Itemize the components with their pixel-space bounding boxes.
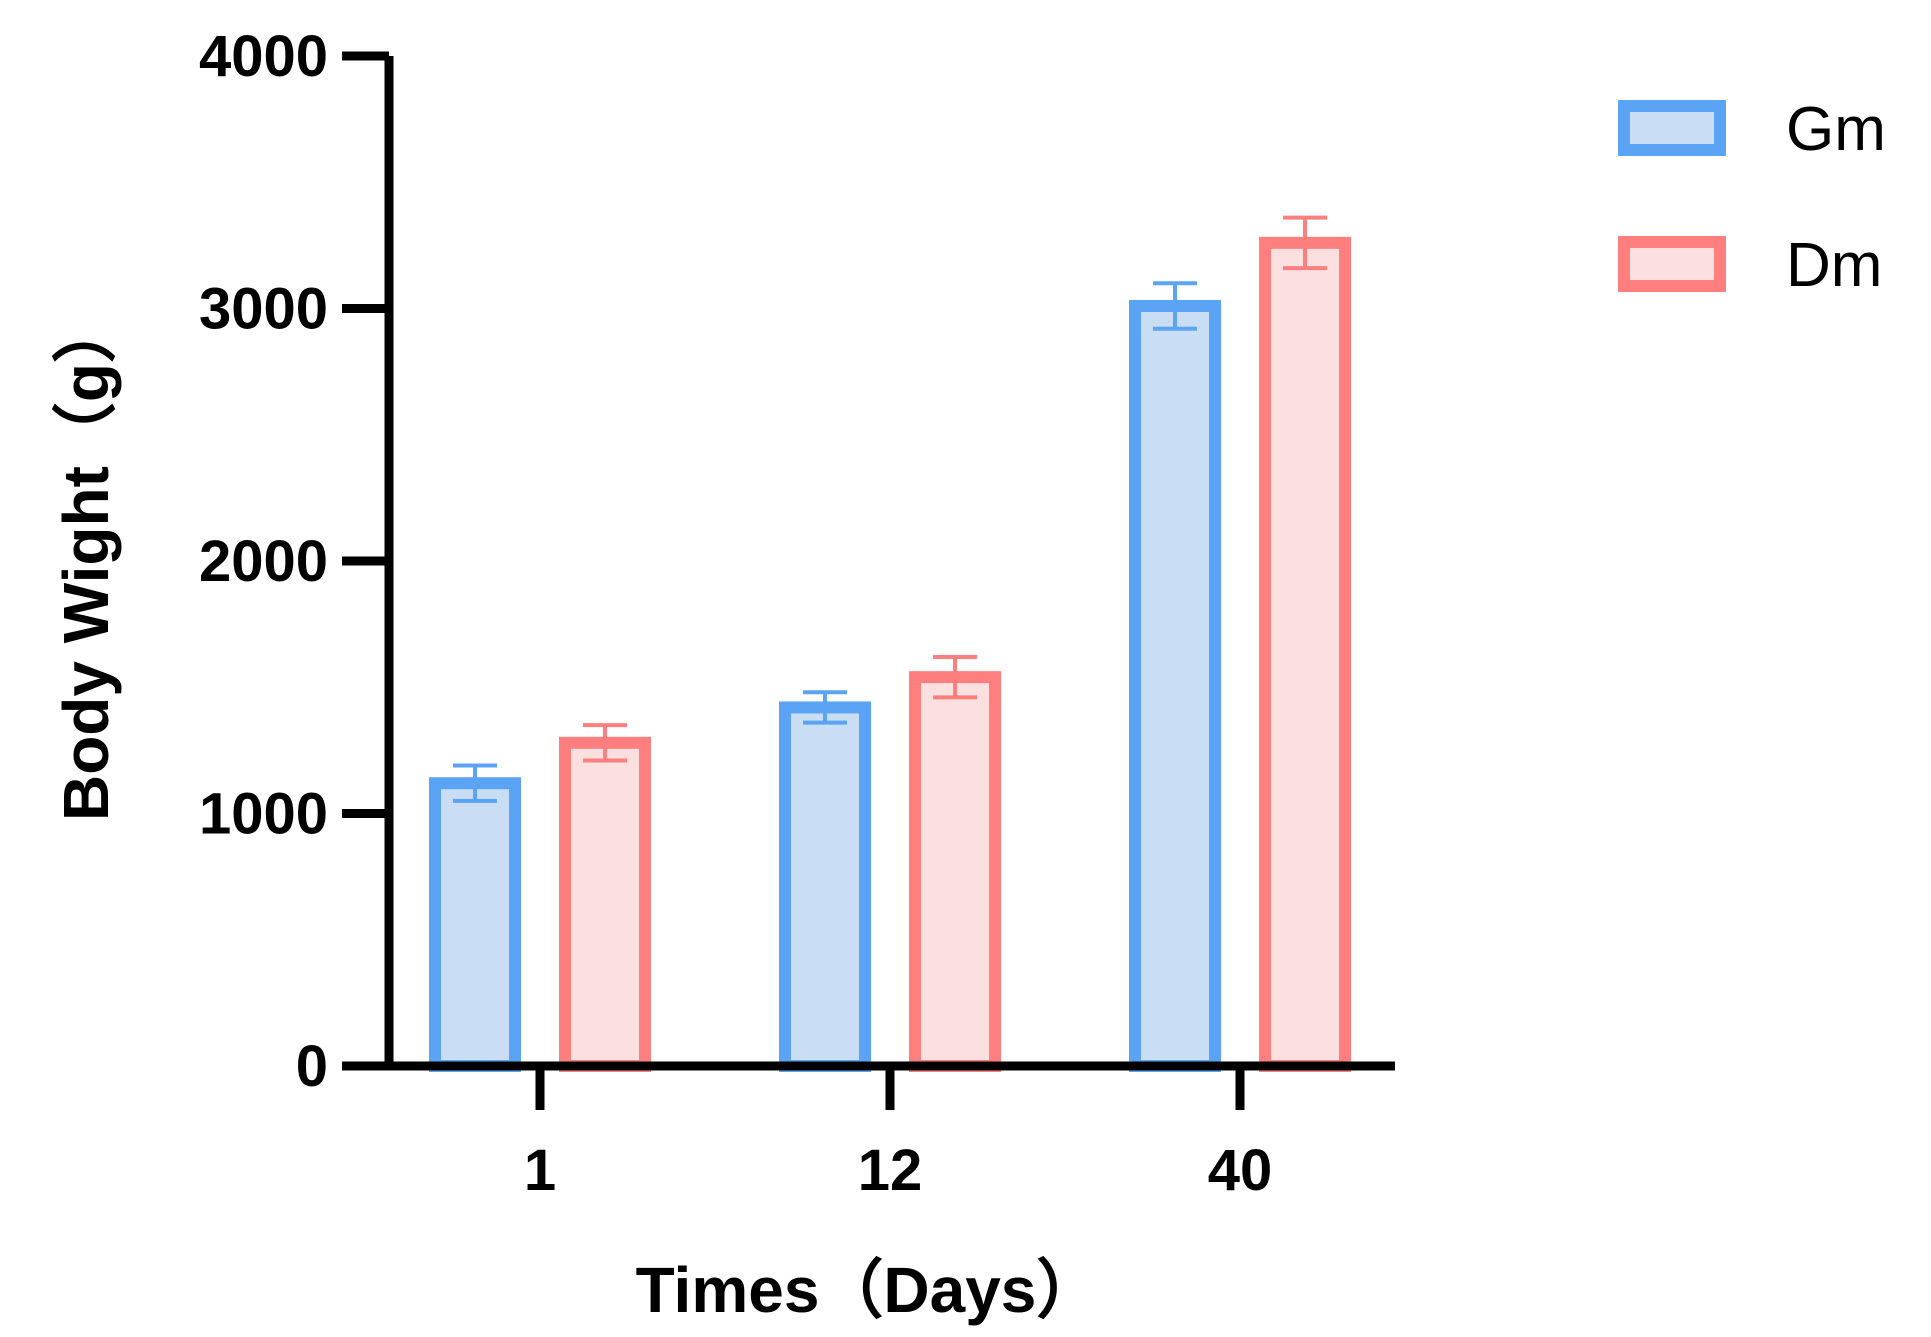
bars-layer — [429, 215, 1351, 1073]
legend-label-dm: Dm — [1786, 231, 1882, 300]
bar-gm-day-40 — [1129, 299, 1221, 1073]
bar-gm-day-1 — [429, 777, 521, 1072]
bar-dm-day-1 — [559, 736, 651, 1072]
x-axis-title: Times（Days） — [636, 1254, 1101, 1326]
y-axis-title: Body Wight（g） — [50, 299, 122, 821]
legend: Gm Dm — [1618, 95, 1886, 300]
bar-dm-day-40 — [1259, 236, 1351, 1073]
bar-gm-day-12 — [779, 701, 871, 1072]
x-tick-label: 40 — [1208, 1138, 1273, 1203]
x-tick-label: 1 — [524, 1138, 556, 1203]
legend-swatch-gm — [1618, 100, 1726, 156]
y-tick-label: 3000 — [199, 277, 328, 342]
x-tick-label: 12 — [858, 1138, 923, 1203]
y-ticks: 0 1000 2000 3000 4000 — [199, 24, 389, 1099]
y-tick-label: 4000 — [199, 24, 328, 89]
legend-label-gm: Gm — [1786, 95, 1886, 164]
y-tick-label: 1000 — [199, 782, 328, 847]
bar-dm-day-12 — [909, 671, 1001, 1073]
y-tick-label: 0 — [296, 1034, 328, 1099]
legend-swatch-dm — [1618, 236, 1726, 292]
y-tick-label: 2000 — [199, 529, 328, 594]
x-ticks: 1 12 40 — [524, 1066, 1272, 1203]
